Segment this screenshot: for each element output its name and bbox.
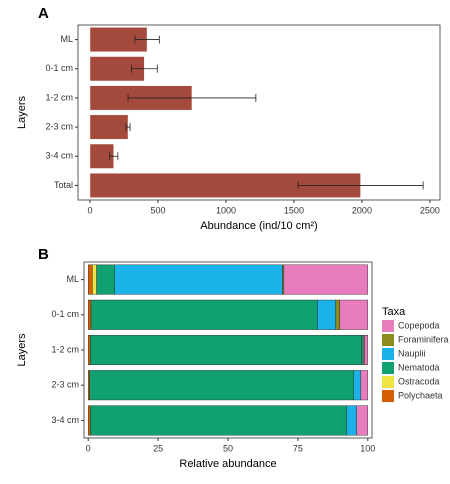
bar-segment [87,264,93,295]
legend-label: Polychaeta [398,390,443,400]
bar-segment [89,370,355,401]
legend-swatch [382,390,394,402]
y-tick-label: 2-3 cm [45,121,73,131]
panel-label: B [38,246,49,263]
bar-segment [87,335,91,365]
error-bar [127,93,257,102]
bar-segment [114,264,283,295]
y-tick-label: Total [54,180,73,190]
y-tick-label: 1-2 cm [45,92,73,102]
bar-segment [360,370,369,401]
legend-swatch [382,348,394,360]
legend-swatch [382,320,394,332]
legend-title: Taxa [382,306,406,318]
bar-segment [283,264,369,295]
legend-swatch [382,376,394,388]
error-bar [125,123,131,132]
x-tick-label: 500 [150,205,165,215]
y-tick-label: 0-1 cm [51,309,79,319]
error-bar [134,35,160,44]
x-tick-label: 100 [360,443,375,453]
bar-segment [317,299,336,330]
y-tick-label: 2-3 cm [51,380,79,390]
x-tick-label: 75 [293,443,303,453]
bar-segment [346,405,357,436]
error-bar [297,181,424,190]
panel-border [77,24,441,201]
bar-segment [92,264,97,295]
legend-swatch [382,334,394,346]
x-tick-label: 50 [223,443,233,453]
bar-segment [90,335,362,365]
bar-segment [90,299,318,330]
bar-segment [356,405,369,436]
y-axis-title: Layers [16,333,28,367]
bar-segment [335,299,341,330]
bar-segment [362,335,365,365]
bar-segment [87,405,91,436]
legend-label: Foraminifera [398,334,449,344]
bar-segment [364,335,369,365]
y-tick-label: 1-2 cm [51,344,79,354]
x-axis-title: Abundance (ind/10 cm²) [200,220,317,232]
bar-segment [87,299,92,330]
y-tick-label: ML [60,34,73,44]
bar-segment [361,335,364,365]
bar-segment [339,299,369,330]
bar-segment [90,405,348,436]
y-tick-label: 3-4 cm [51,415,79,425]
x-tick-label: 1500 [284,205,304,215]
bar-segment [353,370,362,401]
x-tick-label: 1000 [216,205,236,215]
bar-segment [87,370,90,401]
x-tick-label: 0 [87,205,92,215]
error-bar [109,152,119,161]
y-tick-label: 3-4 cm [45,151,73,161]
bar-segment [96,264,115,295]
bar-segment [282,264,285,295]
y-tick-label: ML [66,274,79,284]
legend-swatch [382,362,394,374]
x-tick-label: 2500 [420,205,440,215]
error-bar [131,64,158,73]
legend-label: Nauplii [398,348,426,358]
x-tick-label: 25 [153,443,163,453]
x-axis-title: Relative abundance [179,458,276,470]
legend-label: Nematoda [398,362,440,372]
y-axis-title: Layers [16,95,28,129]
y-tick-label: 0-1 cm [45,63,73,73]
legend-label: Copepoda [398,320,440,330]
panel-label: A [38,5,49,22]
bar [89,114,129,140]
x-tick-label: 0 [86,443,91,453]
x-tick-label: 2000 [352,205,372,215]
legend-label: Ostracoda [398,376,440,386]
